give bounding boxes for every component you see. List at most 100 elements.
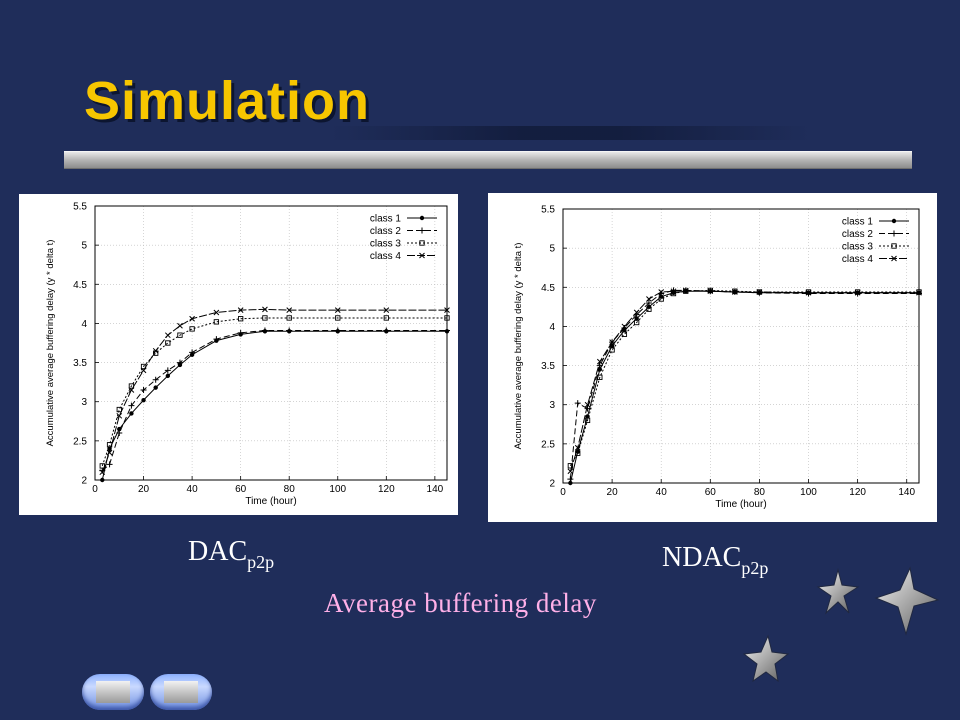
chart-ndac-p2p: 0 20 40 60 80 100 120 140 2 2.5 3 3.5 4 4.5 5 5.5 Time (… <box>513 205 922 510</box>
plot-frame <box>94 205 448 481</box>
x-tick-label: 120 <box>849 487 866 498</box>
series-2 <box>99 327 450 474</box>
data-point-s4 <box>262 306 268 313</box>
y-tick-label: 5.5 <box>73 202 87 213</box>
y-tick-label: 2.5 <box>73 436 87 447</box>
legend-label: class 4 <box>370 251 402 262</box>
slide-title: Simulation <box>84 71 371 131</box>
data-point-s4 <box>670 288 677 295</box>
data-point-s2 <box>189 349 196 356</box>
x-tick-label: 60 <box>705 487 717 498</box>
data-point-s3 <box>584 417 591 424</box>
data-point-s3 <box>805 289 812 295</box>
series-line-3 <box>569 289 919 467</box>
x-tick-label: 120 <box>378 484 395 495</box>
chart-dac-p2p: 0 20 40 60 80 100 120 140 2 2.5 3 3.5 4 4.5 5 5.5 Time (… <box>45 202 450 507</box>
data-point-s3 <box>165 340 171 346</box>
data-point-s4 <box>286 307 293 313</box>
data-point-s2 <box>334 327 341 334</box>
data-point-s1 <box>568 480 573 486</box>
title-divider-bar <box>64 151 912 169</box>
data-point-s4 <box>609 339 615 345</box>
data-point-s2 <box>140 386 147 393</box>
data-point-s2 <box>128 402 135 409</box>
data-point-s1 <box>419 215 425 221</box>
star-icon <box>742 634 790 683</box>
data-point-s2 <box>286 327 293 334</box>
x-tick-label: 100 <box>329 484 346 495</box>
caption-dac-subscript: p2p <box>247 552 275 572</box>
data-point-s1 <box>153 385 158 390</box>
data-point-s3 <box>683 288 689 294</box>
prev-arrow-icon <box>96 681 130 703</box>
data-point-s4 <box>177 322 183 329</box>
data-point-s2 <box>596 362 603 369</box>
data-point-s4 <box>633 309 640 316</box>
data-point-s4 <box>334 307 341 313</box>
legend-label: class 3 <box>370 239 402 250</box>
x-tick-label: 0 <box>92 484 98 495</box>
y-axis-label: Accumulative average buffering delay (y … <box>513 243 524 450</box>
y-tick-label: 3.5 <box>73 358 87 369</box>
caption-ndac: NDACp2p <box>662 542 768 579</box>
x-tick-label: 0 <box>560 487 566 498</box>
data-point-s2 <box>383 327 390 334</box>
data-point-s3 <box>597 374 603 380</box>
data-point-s2 <box>106 461 113 468</box>
data-point-s4 <box>574 444 581 451</box>
series-1 <box>100 329 450 483</box>
data-point-s2 <box>152 376 159 383</box>
prev-slide-button[interactable] <box>82 674 144 710</box>
data-point-s4 <box>891 255 897 262</box>
data-point-s3 <box>916 289 922 295</box>
data-point-s3 <box>854 289 861 295</box>
y-tick-label: 3 <box>81 397 87 408</box>
y-tick-label: 5.5 <box>541 205 555 216</box>
data-point-s3 <box>707 287 713 294</box>
y-tick-label: 4.5 <box>541 283 555 294</box>
x-tick-label: 140 <box>898 487 915 498</box>
data-point-s3 <box>891 243 897 249</box>
data-point-s3 <box>658 296 664 302</box>
series-line-1 <box>101 330 447 481</box>
data-point-s1 <box>141 397 146 403</box>
data-point-s2 <box>419 227 425 234</box>
data-point-s3 <box>238 316 244 322</box>
series-3 <box>99 315 450 469</box>
x-tick-label: 40 <box>187 484 199 495</box>
next-arrow-icon <box>164 681 198 703</box>
data-point-s3 <box>335 315 341 321</box>
legend-label: class 3 <box>842 242 874 253</box>
data-point-s3 <box>286 315 292 321</box>
chart-panel-dac: 0 20 40 60 80 100 120 140 2 2.5 3 3.5 4 4.5 5 5.5 Time (… <box>19 194 458 515</box>
data-point-s4 <box>189 315 195 322</box>
data-point-s4 <box>596 358 603 365</box>
legend-label: class 4 <box>842 254 874 265</box>
plot-frame <box>562 208 920 484</box>
data-point-s2 <box>670 287 677 294</box>
y-tick-label: 5 <box>549 244 555 255</box>
x-tick-label: 140 <box>427 484 444 495</box>
data-point-s2 <box>237 329 244 336</box>
data-point-s4 <box>213 309 220 316</box>
title-shadow-band <box>330 126 810 140</box>
y-axis-label: Accumulative average buffering delay (y … <box>45 240 56 447</box>
data-point-s2 <box>574 400 581 407</box>
y-tick-label: 3.5 <box>541 361 555 372</box>
data-point-s4 <box>658 289 665 295</box>
data-point-s4 <box>756 289 763 295</box>
next-slide-button[interactable] <box>150 674 212 710</box>
data-point-s3 <box>177 332 183 338</box>
data-point-s3 <box>189 326 195 332</box>
data-point-s1 <box>891 218 897 224</box>
data-point-s3 <box>106 442 113 448</box>
caption-dac: DACp2p <box>188 536 274 573</box>
data-point-s3 <box>575 450 581 456</box>
x-tick-label: 80 <box>284 484 296 495</box>
x-axis-label: Time (hour) <box>715 499 766 510</box>
chart-panel-ndac: 0 20 40 60 80 100 120 140 2 2.5 3 3.5 4 4.5 5 5.5 Time (… <box>488 193 937 522</box>
legend-label: class 2 <box>370 226 402 237</box>
series-line-2 <box>101 329 447 471</box>
data-point-s2 <box>261 327 268 334</box>
series-line-3 <box>101 317 447 467</box>
